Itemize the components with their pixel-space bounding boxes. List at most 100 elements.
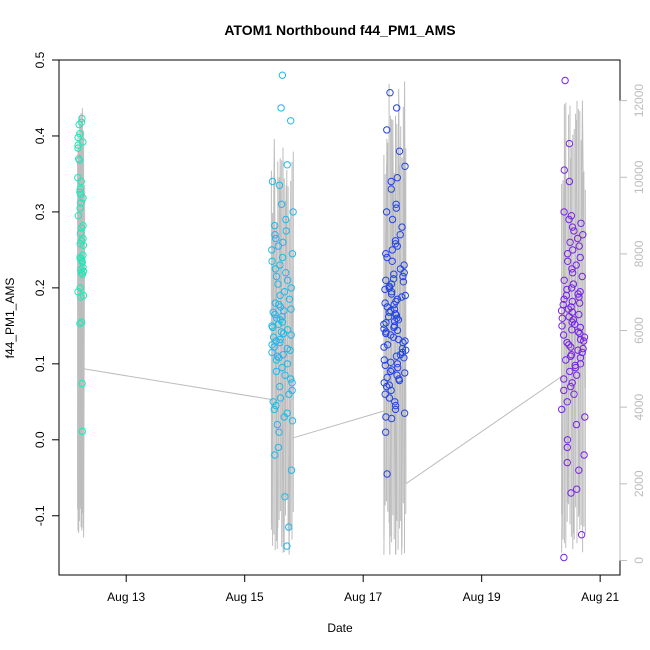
data-point: [568, 223, 577, 231]
data-point: [280, 288, 289, 296]
data-point: [557, 307, 566, 315]
data-point: [277, 200, 286, 209]
secondary-connector-3: [405, 376, 562, 485]
data-point: [289, 208, 297, 216]
x-tick-label: Aug 15: [226, 590, 264, 604]
data-point: [393, 104, 401, 112]
data-point: [282, 227, 290, 235]
data-point: [390, 270, 398, 278]
data-point: [380, 356, 388, 364]
x-tick-label: Aug 13: [107, 590, 145, 604]
data-point: [565, 215, 573, 224]
data-point: [573, 234, 582, 243]
data-point: [287, 117, 295, 125]
data-point: [288, 417, 297, 425]
y2-tick-label: 4000: [632, 393, 646, 420]
data-point: [281, 493, 289, 501]
data-point: [563, 443, 571, 452]
data-point: [565, 139, 574, 148]
data-point: [275, 300, 283, 309]
data-point: [562, 356, 570, 364]
data-point: [560, 166, 568, 174]
data-point: [567, 343, 575, 351]
data-point: [560, 276, 568, 284]
data-point: [276, 335, 284, 344]
data-point: [283, 360, 292, 368]
data-point: [577, 219, 585, 228]
data-point: [77, 293, 85, 301]
data-point: [79, 267, 88, 275]
data-point: [387, 358, 395, 366]
data-point: [282, 269, 290, 277]
data-point: [567, 489, 575, 497]
data-point: [388, 215, 397, 224]
data-point: [78, 427, 87, 436]
y2-tick-label: 10000: [632, 160, 646, 194]
data-point: [396, 231, 404, 239]
data-point: [276, 338, 284, 347]
data-point: [77, 177, 85, 186]
data-point: [570, 390, 578, 398]
data-point: [569, 246, 577, 254]
data-point: [271, 310, 279, 319]
y2-tick-label: 2000: [632, 470, 646, 497]
y-axis-left: -0.1 0.0 0.1 0.2 0.3 0.4 0.5: [33, 51, 60, 526]
data-point: [77, 190, 85, 199]
data-point: [391, 405, 400, 414]
data-point: [272, 234, 280, 243]
data-point: [558, 322, 566, 330]
data-point: [74, 212, 83, 220]
y2-tick-label: 6000: [632, 317, 646, 344]
data-point: [79, 194, 87, 202]
data-point: [572, 261, 580, 269]
data-point: [269, 308, 277, 316]
data-point: [391, 237, 400, 245]
data-point: [400, 261, 408, 269]
data-point: [568, 265, 576, 273]
data-point: [381, 299, 389, 307]
data-point: [275, 181, 284, 190]
data-point: [287, 375, 295, 383]
data-point: [400, 409, 409, 417]
data-point: [272, 367, 281, 376]
data-point: [572, 420, 581, 429]
data-point: [278, 71, 287, 79]
data-point: [79, 241, 88, 250]
y-tick-label: 0.1: [33, 355, 47, 372]
data-point: [575, 299, 584, 307]
data-point: [276, 261, 284, 269]
data-point: [287, 284, 295, 292]
data-point: [382, 382, 391, 391]
data-point: [287, 331, 295, 339]
data-point: [574, 346, 582, 354]
data-point: [382, 329, 390, 338]
data-point: [576, 288, 584, 296]
data-point: [565, 177, 574, 186]
data-point: [277, 104, 285, 112]
data-point: [278, 318, 287, 326]
data-point: [276, 316, 284, 324]
data-point: [388, 366, 396, 374]
data-point: [380, 343, 388, 351]
data-point: [381, 285, 389, 294]
data-point: [561, 76, 569, 85]
y-tick-label: 0.5: [33, 51, 47, 68]
data-point: [580, 333, 589, 341]
data-point: [580, 337, 588, 345]
y-tick-label: 0.0: [33, 431, 47, 448]
data-point: [74, 133, 82, 142]
data-point: [580, 451, 588, 459]
data-point: [383, 341, 392, 349]
data-point: [387, 288, 396, 296]
data-point: [276, 291, 284, 300]
data-point: [271, 451, 279, 459]
data-point: [285, 523, 293, 531]
data-point: [76, 204, 84, 212]
data-point: [393, 360, 402, 368]
data-point: [287, 305, 295, 313]
data-point: [563, 458, 571, 467]
data-point: [572, 371, 581, 379]
data-point: [393, 242, 401, 250]
data-point: [393, 326, 402, 335]
